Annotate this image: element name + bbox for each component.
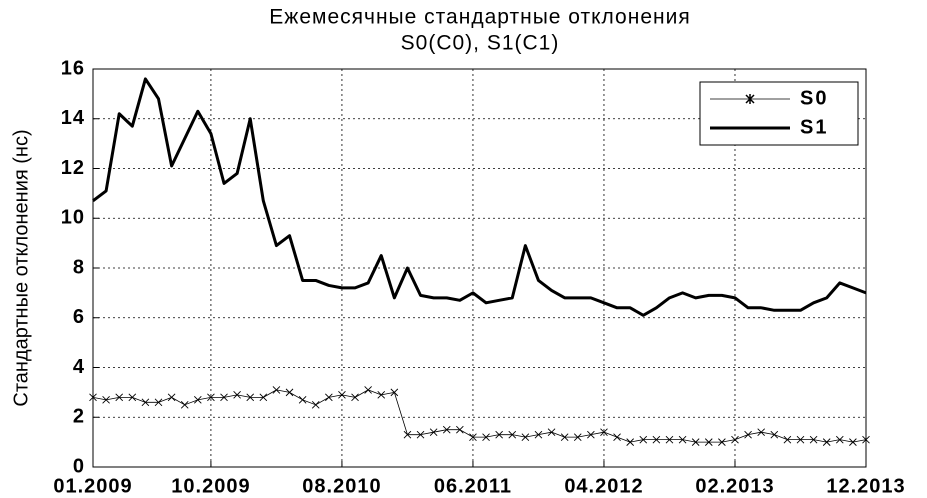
marker: [600, 428, 608, 436]
marker: [207, 393, 215, 402]
marker: [154, 398, 163, 407]
marker: [167, 393, 176, 402]
series-line: [92, 389, 867, 443]
marker: [862, 435, 870, 444]
y-tick-label: 10: [61, 207, 85, 229]
x-tick-label: 04.2012: [564, 475, 643, 497]
y-tick-label: 6: [73, 306, 85, 328]
marker: [809, 435, 818, 444]
marker: [338, 391, 346, 399]
marker: [429, 428, 438, 436]
y-tick-label: 8: [73, 256, 85, 278]
marker: [180, 400, 189, 409]
y-tick-label: 12: [61, 157, 85, 179]
marker: [403, 430, 412, 439]
marker: [377, 391, 386, 399]
legend-label: S1: [800, 116, 828, 138]
marker: [325, 393, 333, 402]
marker: [613, 433, 621, 441]
marker: [259, 393, 268, 402]
y-tick-label: 2: [73, 406, 85, 428]
marker: [652, 435, 661, 444]
marker: [442, 425, 451, 434]
marker: [141, 398, 150, 407]
marker: [835, 435, 844, 444]
marker: [351, 393, 359, 402]
y-tick-label: 4: [73, 356, 85, 378]
plot-frame: [92, 68, 867, 468]
x-tick-label: 01.2009: [53, 475, 132, 497]
marker: [285, 388, 294, 397]
marker: [587, 430, 595, 439]
marker: [115, 393, 124, 402]
marker: [508, 430, 517, 439]
marker: [718, 438, 726, 446]
marker: [534, 430, 543, 439]
legend-box: [699, 81, 859, 146]
marker: [573, 433, 582, 441]
marker: [757, 428, 766, 436]
marker: [822, 438, 831, 446]
marker: [246, 393, 255, 402]
marker: [678, 435, 687, 444]
chart-subtitle: S0(C0), S1(C1): [401, 32, 560, 55]
marker: [233, 391, 241, 399]
marker: [364, 386, 372, 394]
marker: [272, 386, 281, 394]
marker: [547, 428, 556, 436]
x-tick-label: 02.2013: [695, 475, 774, 497]
marker: [744, 430, 752, 439]
chart-title: Ежемесячные стандартные отклонения: [269, 6, 690, 29]
marker: [665, 435, 674, 444]
marker: [796, 435, 805, 444]
marker: [193, 396, 202, 404]
marker: [220, 393, 228, 402]
y-axis-label: Стандартные отклонения (нс): [10, 129, 32, 406]
marker: [770, 430, 779, 439]
marker: [626, 438, 634, 446]
x-tick-label: 08.2010: [302, 475, 381, 497]
x-tick-label: 12.2013: [826, 475, 905, 497]
marker: [704, 438, 713, 446]
legend-label: S0: [800, 87, 828, 109]
marker: [456, 425, 464, 434]
marker: [495, 430, 503, 439]
marker: [298, 396, 307, 404]
x-tick-label: 10.2009: [171, 475, 250, 497]
marker: [691, 438, 700, 446]
marker: [469, 433, 477, 441]
marker: [89, 393, 97, 402]
marker: [102, 396, 110, 404]
marker: [783, 435, 792, 444]
y-tick-label: 0: [73, 455, 85, 477]
marker: [639, 435, 648, 444]
marker: [731, 435, 739, 444]
marker: [128, 393, 137, 402]
x-tick-label: 06.2011: [434, 475, 512, 497]
y-tick-label: 16: [61, 57, 85, 79]
legend-marker: [745, 94, 755, 104]
marker: [482, 433, 490, 441]
marker: [521, 433, 530, 441]
marker: [849, 438, 857, 446]
marker: [560, 433, 569, 441]
series-line: [92, 77, 867, 317]
y-tick-label: 14: [61, 107, 85, 129]
marker: [390, 388, 399, 397]
marker: [416, 430, 425, 439]
marker: [311, 400, 320, 409]
